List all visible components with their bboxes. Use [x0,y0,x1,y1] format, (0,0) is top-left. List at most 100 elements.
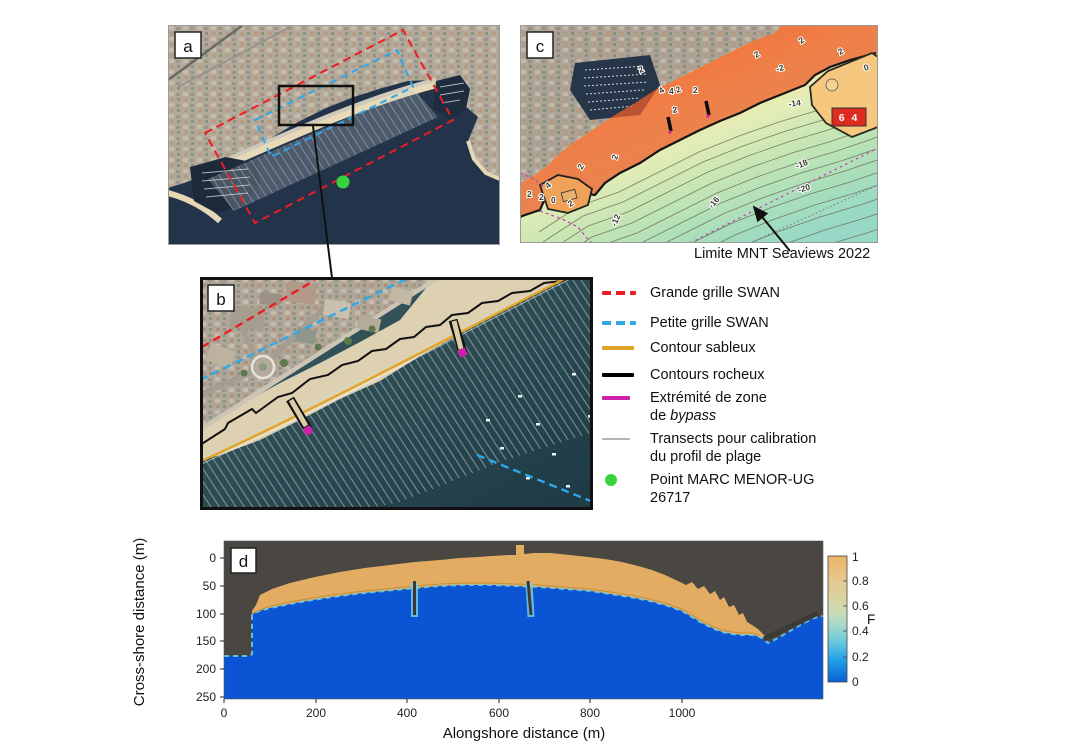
legend-item-marc-point: Point MARC MENOR-UG 26717 [602,471,902,507]
panel-d-label: d [230,547,257,574]
panel-d-plot: 0 50 100 150 200 250 Cross-shore distanc… [131,538,875,742]
x-axis-label: Alongshore distance (m) [443,725,606,742]
svg-text:600: 600 [489,706,509,720]
water-region [224,585,823,699]
svg-text:2: 2 [672,104,679,115]
panel-b-satellite-image: b [200,277,593,510]
marc-point-marker [336,175,350,189]
svg-text:2: 2 [575,162,586,171]
panel-a-border [168,25,500,245]
svg-text:0.2: 0.2 [852,650,869,664]
legend-item-transects: Transects pour calibration du profil de … [602,430,902,466]
legend-label: Transects pour calibration du profil de … [650,431,817,465]
panel-a-label: a [174,31,202,59]
sand-fraction-region [252,545,768,641]
gray-line-swatch [602,430,640,448]
legend-label: Petite grille SWAN [650,315,769,331]
svg-text:2: 2 [693,85,698,95]
harbor-basin-box [831,107,867,127]
blue-dashed-line-swatch [602,314,640,332]
svg-text:2: 2 [796,35,806,46]
panel-c-bathymetry-map: 6 4 2 4 4 2 2 2 -2 2 2 [520,25,878,243]
svg-text:200: 200 [306,706,326,720]
svg-text:0.8: 0.8 [852,574,869,588]
surf-line [200,277,573,466]
waterline-sand-edge [251,582,761,636]
legend-item-petite-grille: Petite grille SWAN [602,314,902,332]
right-marina [434,75,470,119]
trees [240,325,376,377]
mnt-limit-dotted-line [520,147,878,243]
panel-c-bathymetry-image: 6 4 2 4 4 2 2 2 -2 2 2 [520,25,878,243]
harbor-basin-label: 6 4 [839,112,860,124]
svg-text:4: 4 [656,85,666,96]
y-axis-label: Cross-shore distance (m) [131,538,148,706]
groyne-marks [666,100,711,134]
figure-legend: Grande grille SWAN Petite grille SWAN Co… [602,284,902,507]
swan-large-grid-outline [203,28,455,225]
svg-text:2: 2 [752,49,761,60]
svg-text:400: 400 [397,706,417,720]
legend-label: Extrémité de zone de bypass [650,390,767,424]
legend-label: Contour sableux [650,340,756,356]
svg-text:2: 2 [674,84,682,95]
panel-b-label: b [207,284,235,312]
legend-item-contours-rocheux: Contours rocheux [602,366,902,384]
swan-small-grid-line-lower [476,453,593,504]
red-dashed-line-swatch [602,284,640,302]
svg-text:2: 2 [539,192,544,202]
colorbar-label: F [867,612,875,627]
panel-c-label: c [526,31,554,59]
black-line-swatch [602,366,640,384]
groyne-3-diagonal [762,610,820,642]
groyne-west [286,396,314,436]
panel-c-label-text: c [536,37,545,56]
svg-text:0: 0 [221,706,228,720]
svg-text:0.6: 0.6 [852,599,869,613]
svg-text:800: 800 [580,706,600,720]
shallow-orange-band [520,25,878,217]
green-dot-swatch [602,471,640,489]
svg-text:250: 250 [196,690,216,704]
svg-text:200: 200 [196,662,216,676]
svg-text:-20: -20 [797,182,812,195]
svg-text:2: 2 [836,46,845,57]
x-axis: 0 200 400 600 800 1000 Alongshore distan… [221,699,696,742]
legend-label: Grande grille SWAN [650,285,781,301]
right-harbor: 6 4 [809,51,878,138]
colorbar: 1 0.8 0.6 0.4 0.2 0 F [827,550,875,689]
left-cape [538,174,594,214]
groyne-east [448,318,468,358]
svg-text:150: 150 [196,634,216,648]
y-axis: 0 50 100 150 200 250 Cross-shore distanc… [131,538,224,706]
panel-b-border [200,277,593,510]
mnt-limit-caption: Limite MNT Seaviews 2022 [694,246,871,262]
panel-d-model-domain-plot: 0 50 100 150 200 250 Cross-shore distanc… [130,525,890,753]
svg-text:0: 0 [209,551,216,565]
svg-text:0: 0 [862,62,870,73]
deep-contour-dotted [749,184,878,243]
svg-text:1000: 1000 [669,706,696,720]
panel-b-label-text: b [216,290,225,309]
gold-line-swatch [602,339,640,357]
svg-text:0: 0 [551,195,556,205]
svg-text:-14: -14 [788,97,802,109]
magenta-line-swatch [602,389,640,407]
legend-item-grande-grille: Grande grille SWAN [602,284,902,302]
svg-text:0: 0 [852,675,859,689]
legend-label: Point MARC MENOR-UG 26717 [650,472,815,506]
panel-a-label-text: a [183,37,193,56]
svg-text:2: 2 [527,189,532,199]
roundabout [250,354,276,380]
svg-text:2: 2 [637,64,646,75]
swan-small-grid-outline [253,48,415,159]
svg-text:4: 4 [669,86,674,96]
transition-fringe [224,584,824,657]
plot-frame [223,540,824,700]
sand-contour-line [200,277,571,463]
svg-text:50: 50 [203,579,217,593]
svg-text:2: 2 [566,198,575,209]
panel-d-label-text: d [239,552,248,571]
rocky-contour-line [200,277,573,446]
